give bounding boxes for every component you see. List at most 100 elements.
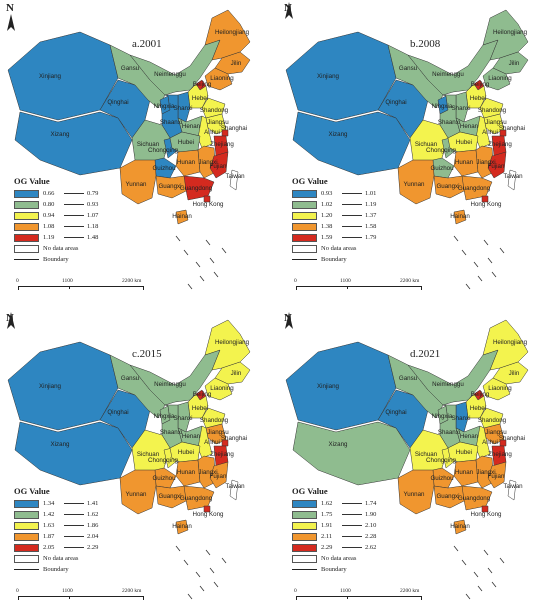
map-panel-d: N Xinjiang Xizang Qinghai Gansu Neimenggu Hei…: [278, 310, 550, 612]
province-label-chongqing: Chongqing: [426, 147, 456, 154]
province-label-heilongjiang: Heilongjiang: [215, 29, 250, 36]
island-mark: [213, 581, 219, 588]
province-liaoning: [482, 67, 511, 91]
legend-swatch: [292, 200, 317, 209]
legend-swatch: [14, 200, 39, 209]
province-label-hainan: Hainan: [450, 213, 470, 220]
province-label-jilin: Jilin: [509, 370, 520, 377]
province-label-shandong: Shandong: [200, 417, 229, 424]
province-label-hunan: Hunan: [177, 159, 196, 166]
legend-row: 2.29 2.62: [292, 542, 376, 553]
province-yunnan: [119, 159, 157, 205]
province-label-guizhou: Guizhou: [430, 165, 454, 172]
scale-tick-1: 1100: [62, 278, 73, 284]
legend-boundary: Boundary: [292, 564, 376, 575]
province-label-shanghai: Shanghai: [221, 435, 247, 442]
province-label-hong-kong: Hong Kong: [193, 201, 225, 208]
legend-title: OG Value: [292, 176, 328, 186]
province-taiwan: [229, 169, 239, 191]
legend-row: 1.62 1.74: [292, 498, 376, 509]
province-label-xizang: Xizang: [329, 131, 348, 138]
island-mark: [487, 567, 493, 574]
province-label-shanxi: Shanxi: [452, 105, 471, 112]
scale-tick-2: 2200 km: [122, 588, 142, 594]
province-label-anhui: Anhui: [482, 129, 498, 136]
province-label-gansu: Gansu: [121, 65, 140, 72]
province-shandong: [201, 407, 226, 429]
legend-low: 1.42: [43, 511, 55, 518]
panel-title: a.2001: [132, 38, 162, 50]
legend-low: 1.38: [321, 223, 333, 230]
province-label-guangxi: Guangxi: [436, 493, 459, 500]
legend-no-data: No data areas: [14, 553, 98, 564]
province-label-gansu: Gansu: [399, 65, 418, 72]
province-label-hainan: Hainan: [172, 523, 192, 530]
province-qinghai: [377, 389, 429, 449]
province-label-ningxia: Ningxia: [154, 413, 175, 420]
legend-row: 1.02 1.19: [292, 199, 376, 210]
legend-boundary: Boundary: [14, 254, 98, 265]
legend-high: 1.90: [365, 511, 377, 518]
legend-row: 1.91 2.10: [292, 520, 376, 531]
province-label-sichuan: Sichuan: [137, 141, 160, 148]
island-mark: [199, 275, 205, 282]
island-mark: [461, 249, 467, 256]
province-label-jilin: Jilin: [509, 60, 520, 67]
scale-tick-2: 2200 km: [400, 588, 420, 594]
province-label-yunnan: Yunnan: [126, 181, 148, 188]
province-label-hebei: Hebei: [470, 405, 486, 412]
legend-high: 1.07: [87, 212, 99, 219]
legend-low: 0.80: [43, 201, 55, 208]
province-label-jiangxi: Jiangxi: [198, 159, 217, 166]
island-mark: [187, 283, 193, 290]
province-label-shanghai: Shanghai: [499, 435, 525, 442]
legend-row: 1.75 1.90: [292, 509, 376, 520]
province-label-qinghai: Qinghai: [385, 409, 406, 416]
island-mark: [209, 257, 215, 264]
province-label-shaanxi: Shaanxi: [160, 119, 182, 126]
province-label-hainan: Hainan: [172, 213, 192, 220]
legend-row: 1.42 1.62: [14, 509, 98, 520]
island-mark: [483, 549, 489, 556]
province-label-zhejiang: Zhejiang: [488, 451, 512, 458]
scale-tick-0: 0: [16, 588, 19, 594]
panel-title: c.2015: [132, 348, 162, 360]
province-label-guizhou: Guizhou: [152, 165, 176, 172]
island-mark: [195, 261, 201, 268]
province-label-hunan: Hunan: [455, 469, 474, 476]
province-label-hubei: Hubei: [178, 139, 194, 146]
province-shandong: [201, 97, 226, 119]
legend-low: 0.66: [43, 190, 55, 197]
legend: OG Value 0.66 0.79 0.80 0.93 0.94 1.07 1.08 1.18…: [14, 176, 98, 265]
province-label-neimenggu: Neimenggu: [432, 71, 464, 78]
island-mark: [491, 581, 497, 588]
legend-swatch: [292, 521, 317, 530]
province-label-shaanxi: Shaanxi: [438, 119, 460, 126]
legend-high: 1.18: [87, 223, 99, 230]
choropleth-map: Xinjiang Xizang Qinghai Gansu Neimenggu Heilo…: [7, 319, 251, 600]
legend-low: 1.02: [321, 201, 333, 208]
island-mark: [499, 557, 505, 564]
legend-high: 2.62: [365, 544, 377, 551]
province-label-qinghai: Qinghai: [107, 99, 128, 106]
province-heilongjiang: [482, 9, 529, 61]
province-label-ningxia: Ningxia: [432, 413, 453, 420]
province-hong-kong: [481, 195, 489, 203]
legend-swatch: [292, 543, 317, 552]
legend-low: 1.91: [321, 522, 333, 529]
province-label-xinjiang: Xinjiang: [39, 383, 62, 390]
province-label-jilin: Jilin: [231, 60, 242, 67]
legend-low: 2.29: [321, 544, 333, 551]
province-label-henan: Henan: [182, 123, 201, 130]
province-qinghai: [99, 389, 151, 449]
province-label-hubei: Hubei: [456, 139, 472, 146]
province-fujian: [209, 461, 229, 489]
province-heilongjiang: [204, 319, 251, 371]
province-taiwan: [507, 169, 517, 191]
legend-boundary: Boundary: [292, 254, 376, 265]
island-mark: [453, 545, 459, 552]
province-liaoning: [482, 377, 511, 401]
north-arrow-icon: N: [6, 312, 15, 329]
province-label-anhui: Anhui: [482, 439, 498, 446]
province-hebei: [187, 393, 209, 419]
